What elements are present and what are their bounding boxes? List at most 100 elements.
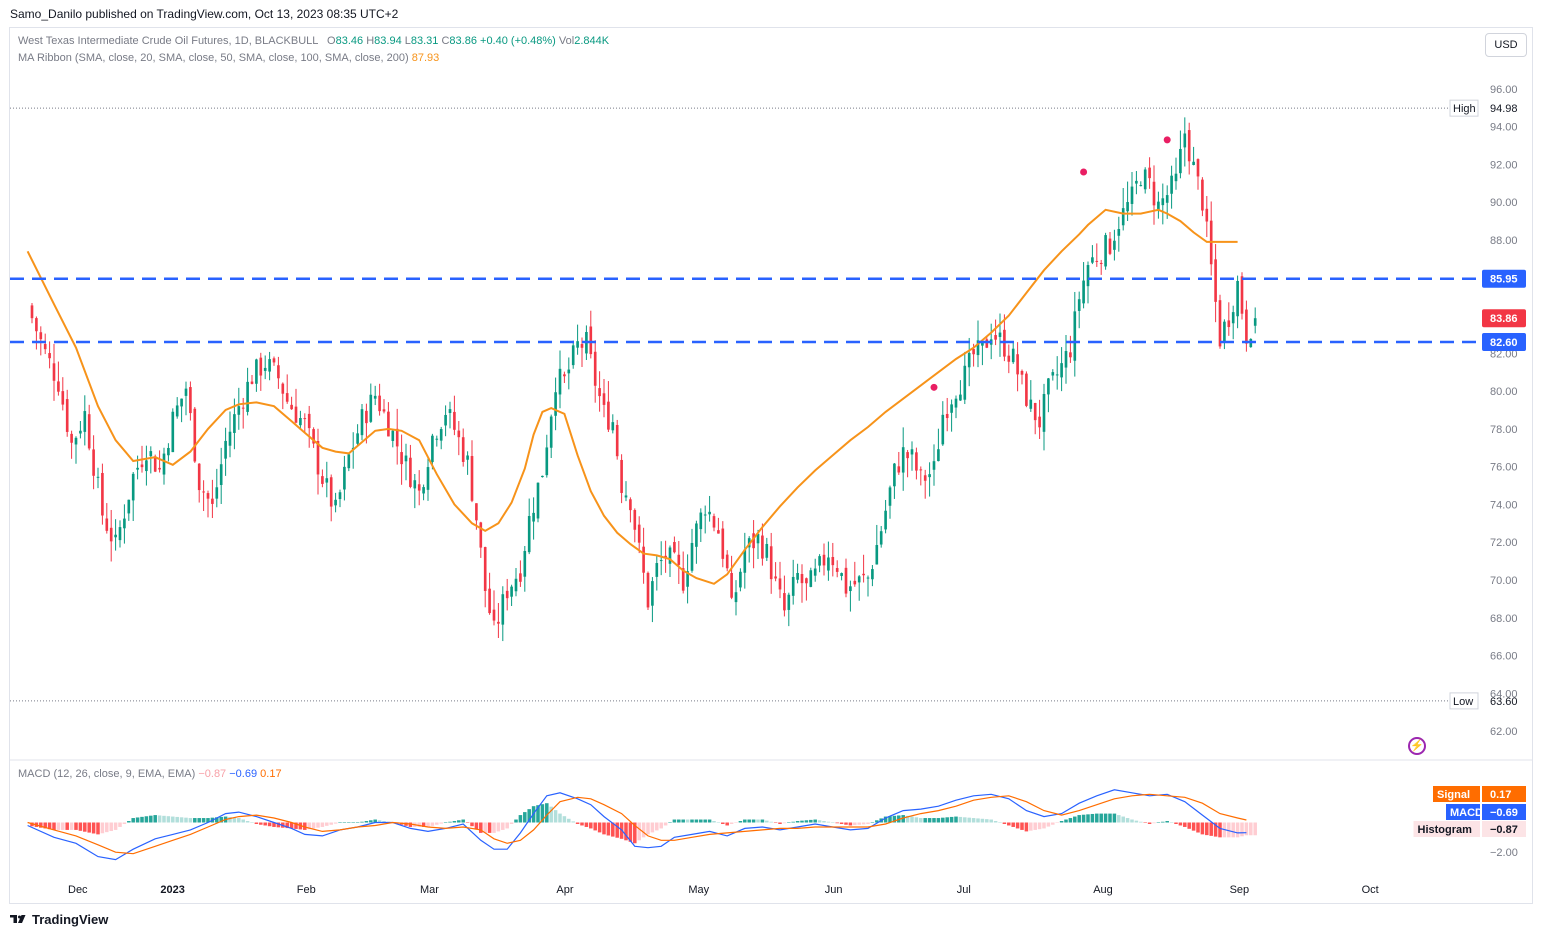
macd-histogram-bar xyxy=(1073,816,1077,823)
candle-up xyxy=(954,398,958,408)
macd-histogram-bar xyxy=(699,819,703,823)
candle-down xyxy=(835,568,839,572)
candle-down xyxy=(778,578,782,590)
currency-button[interactable]: USD xyxy=(1485,33,1527,57)
macd-histogram-bar xyxy=(602,822,606,835)
candle-up xyxy=(466,455,469,460)
macd-legend: MACD (12, 26, close, 9, EMA, EMA) −0.87 … xyxy=(18,768,282,780)
macd-histogram-bar xyxy=(254,822,259,824)
macd-line-value: −0.69 xyxy=(229,768,258,780)
symbol-name[interactable]: West Texas Intermediate Crude Oil Future… xyxy=(18,35,318,47)
candle-down xyxy=(189,387,192,414)
macd-histogram-bar xyxy=(919,818,923,823)
open-label: O xyxy=(327,35,336,47)
chart-frame xyxy=(9,27,1533,904)
lightning-icon[interactable]: ⚡ xyxy=(1408,737,1426,755)
macd-histogram-bar xyxy=(1042,822,1046,829)
candle-up xyxy=(888,487,892,506)
candle-up xyxy=(1179,148,1182,174)
macd-histogram-bar xyxy=(1174,822,1178,824)
candle-up xyxy=(1117,229,1121,236)
candle-up xyxy=(703,514,707,516)
macd-histogram-bar xyxy=(945,817,949,823)
macd-histogram-bar xyxy=(1235,822,1240,838)
macd-histogram-bar xyxy=(1081,814,1086,823)
footer-brand[interactable]: TradingView xyxy=(10,912,108,927)
candle-down xyxy=(285,393,289,402)
macd-histogram-bar xyxy=(844,822,848,825)
candle-down xyxy=(1152,181,1156,206)
macd-histogram-bar xyxy=(716,822,721,823)
candle-up xyxy=(523,550,527,577)
macd-histogram-bar xyxy=(417,822,421,827)
candle-down xyxy=(769,546,773,580)
candle-up xyxy=(404,455,408,462)
candle-up xyxy=(343,466,346,490)
candle-down xyxy=(158,467,161,470)
candle-up xyxy=(1055,374,1059,376)
candle-up xyxy=(813,568,817,576)
candle-down xyxy=(620,459,623,493)
candle-up xyxy=(809,570,813,587)
candle-up xyxy=(1051,372,1055,376)
macd-histogram-bar xyxy=(1029,822,1033,831)
ma-ribbon-name[interactable]: MA Ribbon (SMA, close, 20, SMA, close, 5… xyxy=(18,52,409,64)
close-value: 83.86 xyxy=(449,35,477,47)
candle-up xyxy=(545,447,549,476)
candle-up xyxy=(567,369,571,374)
macd-histogram-bar xyxy=(1143,822,1147,823)
candle-down xyxy=(378,395,381,412)
candle-up xyxy=(928,474,931,478)
candle-down xyxy=(607,401,610,430)
macd-histogram-bar xyxy=(1200,822,1205,835)
macd-histogram-bar xyxy=(1108,813,1112,823)
macd-histogram-bar xyxy=(923,818,927,823)
macd-histogram-bar xyxy=(927,818,932,823)
macd-histogram-bar xyxy=(910,816,914,823)
candle-up xyxy=(338,492,342,500)
macd-histogram-bar xyxy=(584,822,589,827)
symbol-legend: West Texas Intermediate Crude Oil Future… xyxy=(18,35,609,47)
macd-histogram-value-tag xyxy=(1482,821,1526,837)
candle-up xyxy=(1130,186,1134,204)
macd-histogram-bar xyxy=(857,822,861,825)
candle-up xyxy=(167,447,170,456)
macd-line xyxy=(27,789,1247,861)
open-value: 83.46 xyxy=(335,35,364,47)
candle-down xyxy=(783,593,786,611)
macd-histogram-bar xyxy=(426,822,430,827)
candle-up xyxy=(83,411,87,432)
candle-up xyxy=(1113,240,1116,250)
candle-down xyxy=(70,433,73,443)
candle-down xyxy=(35,318,38,332)
candle-up xyxy=(818,556,821,566)
candle-up xyxy=(356,433,359,444)
macd-histogram-bar xyxy=(998,822,1002,823)
macd-histogram-bar xyxy=(914,817,919,823)
macd-histogram-bar xyxy=(738,821,743,823)
macd-histogram-bar xyxy=(157,815,162,823)
candle-down xyxy=(681,568,685,591)
candle-up xyxy=(668,547,672,564)
candle-down xyxy=(593,351,597,386)
candle-up xyxy=(237,406,241,415)
candle-down xyxy=(312,429,315,444)
support-price-label: 82.60 xyxy=(1490,337,1518,349)
macd-histogram-bar xyxy=(452,821,457,823)
candle-down xyxy=(633,510,637,530)
time-axis-tick: Feb xyxy=(297,884,316,896)
macd-histogram-bar xyxy=(347,822,351,823)
candle-up xyxy=(787,594,791,610)
macd-indicator-name[interactable]: MACD (12, 26, close, 9, EMA, EMA) xyxy=(18,768,196,780)
macd-histogram-bar xyxy=(135,817,140,823)
candle-down xyxy=(1038,416,1041,428)
candle-down xyxy=(101,472,104,516)
macd-histogram-bar xyxy=(1064,819,1068,823)
candle-up xyxy=(1231,312,1235,324)
candle-up xyxy=(1174,173,1178,182)
candle-up xyxy=(571,345,575,366)
candle-up xyxy=(1192,161,1195,165)
candle-up xyxy=(145,460,148,472)
macd-histogram-bar xyxy=(188,818,193,823)
